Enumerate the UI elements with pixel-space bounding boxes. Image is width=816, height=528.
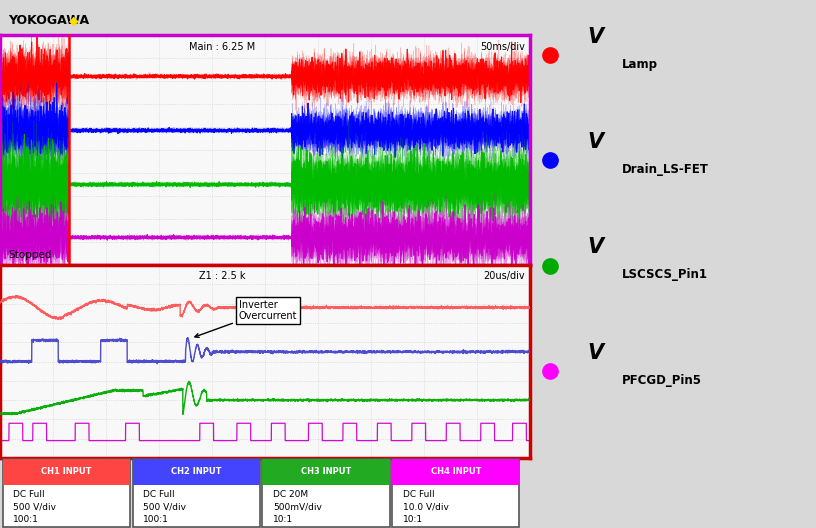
Text: V: V — [588, 26, 603, 46]
FancyBboxPatch shape — [132, 459, 259, 526]
Text: Inverter
Overcurrent: Inverter Overcurrent — [195, 300, 297, 337]
Text: 10:1: 10:1 — [273, 515, 293, 524]
Text: DC Full: DC Full — [13, 490, 45, 499]
FancyBboxPatch shape — [392, 459, 520, 526]
Text: 50ms/div: 50ms/div — [480, 42, 525, 52]
Text: 500 V/div: 500 V/div — [143, 503, 186, 512]
Text: ◆: ◆ — [69, 14, 79, 27]
Text: V: V — [588, 132, 603, 152]
FancyBboxPatch shape — [263, 459, 389, 526]
Text: 10:1: 10:1 — [403, 515, 423, 524]
Text: Lamp: Lamp — [622, 58, 658, 71]
Text: CH4 INPUT: CH4 INPUT — [431, 467, 481, 476]
Text: Z1 : 2.5 k: Z1 : 2.5 k — [199, 271, 246, 281]
Text: Main : 6.25 M: Main : 6.25 M — [189, 42, 255, 52]
FancyBboxPatch shape — [2, 459, 130, 526]
Text: 100:1: 100:1 — [13, 515, 39, 524]
Text: 20us/div: 20us/div — [483, 271, 525, 281]
Text: DC Full: DC Full — [403, 490, 434, 499]
Text: Stopped: Stopped — [8, 250, 51, 260]
FancyBboxPatch shape — [263, 459, 389, 485]
Text: LSCSCS_Pin1: LSCSCS_Pin1 — [622, 268, 707, 281]
Text: CH1 INPUT: CH1 INPUT — [41, 467, 91, 476]
Text: PFCGD_Pin5: PFCGD_Pin5 — [622, 374, 702, 386]
Text: DC Full: DC Full — [143, 490, 175, 499]
Text: V: V — [588, 237, 603, 257]
Text: DC 20M: DC 20M — [273, 490, 308, 499]
Text: 500mV/div: 500mV/div — [273, 503, 322, 512]
Text: CH2 INPUT: CH2 INPUT — [171, 467, 221, 476]
Text: YOKOGAWA: YOKOGAWA — [8, 14, 89, 27]
FancyBboxPatch shape — [392, 459, 520, 485]
Text: CH3 INPUT: CH3 INPUT — [301, 467, 351, 476]
Text: Drain_LS-FET: Drain_LS-FET — [622, 163, 708, 176]
Text: 10.0 V/div: 10.0 V/div — [403, 503, 449, 512]
Text: V: V — [588, 343, 603, 363]
FancyBboxPatch shape — [132, 459, 259, 485]
Text: 500 V/div: 500 V/div — [13, 503, 56, 512]
FancyBboxPatch shape — [2, 459, 130, 485]
Text: 100:1: 100:1 — [143, 515, 169, 524]
